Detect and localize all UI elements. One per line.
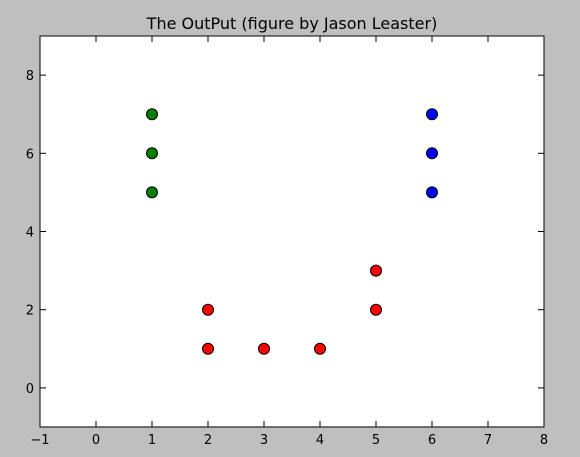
data-point-series-2 [202, 303, 214, 316]
data-point-series-2 [202, 342, 214, 355]
y-tick-label: 2 [26, 304, 34, 319]
data-point-series-1 [426, 147, 438, 160]
x-tick-label: 3 [260, 433, 268, 448]
data-point-series-0 [146, 147, 158, 160]
y-tick-label: 6 [26, 147, 34, 162]
x-tick-label: 7 [484, 433, 492, 448]
data-points [146, 108, 438, 355]
x-tick-label: −1 [30, 433, 49, 448]
axis-ticks: −1 0 1 2 3 4 5 6 7 8 0 2 4 6 8 [26, 36, 548, 448]
chart-title: The OutPut (figure by Jason Leaster) [146, 14, 438, 33]
x-tick-label: 1 [148, 433, 156, 448]
plot-frame [39, 35, 545, 428]
data-point-series-2 [370, 264, 382, 277]
data-point-series-2 [314, 342, 326, 355]
plot-area [40, 36, 544, 427]
data-point-series-1 [426, 108, 438, 121]
x-tick-label: 5 [372, 433, 380, 448]
x-tick-label: 2 [204, 433, 212, 448]
y-tick-label: 4 [26, 226, 34, 241]
x-tick-label: 4 [316, 433, 324, 448]
data-point-series-0 [146, 186, 158, 199]
x-tick-label: 8 [540, 433, 548, 448]
y-tick-label: 0 [26, 382, 34, 397]
x-tick-label: 0 [92, 433, 100, 448]
x-tick-label: 6 [428, 433, 436, 448]
data-point-series-2 [258, 342, 270, 355]
data-point-series-0 [146, 108, 158, 121]
data-point-series-2 [370, 303, 382, 316]
y-tick-label: 8 [26, 69, 34, 84]
data-point-series-1 [426, 186, 438, 199]
